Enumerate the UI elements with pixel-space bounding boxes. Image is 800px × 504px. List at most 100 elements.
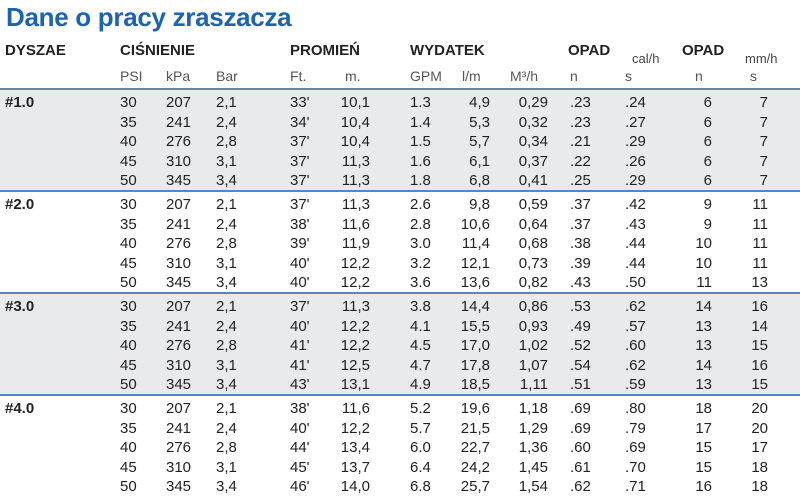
- table-cell: 4,9: [469, 94, 490, 111]
- table-cell: 2,8: [216, 337, 237, 355]
- table-cell: 11: [752, 215, 768, 233]
- table-cell: .80: [625, 400, 646, 417]
- table-cell: 2,8: [216, 439, 237, 457]
- table-cell: 24,2: [460, 458, 490, 476]
- group-label: #3.0: [5, 298, 35, 315]
- table-cell: 345: [166, 172, 192, 190]
- header-cell: n: [695, 68, 703, 84]
- header-cell: PROMIEŃ: [290, 42, 361, 59]
- table-cell: 35: [120, 419, 137, 437]
- table-cell: .69: [570, 419, 591, 437]
- table-cell: 241: [166, 317, 192, 335]
- table-cell: 11,3: [341, 196, 370, 213]
- table-cell: 45': [290, 458, 310, 476]
- table-cell: 1.3: [410, 94, 431, 111]
- header-cell: l/m: [462, 68, 481, 84]
- table-cell: 6,1: [469, 152, 490, 170]
- table-cell: 30: [120, 196, 137, 213]
- table-cell: .42: [625, 196, 646, 213]
- separator: [0, 190, 800, 192]
- table-cell: 35: [120, 113, 137, 131]
- table-cell: 2,8: [216, 133, 237, 151]
- table-cell: .29: [625, 133, 646, 151]
- header-cell: mm/h: [745, 51, 778, 66]
- table-cell: 7: [759, 152, 768, 170]
- table-cell: .62: [625, 298, 646, 315]
- table-cell: 6: [703, 133, 712, 151]
- table-cell: 50: [120, 274, 137, 292]
- table-cell: 33': [290, 94, 310, 111]
- table-cell: .26: [625, 152, 646, 170]
- table-cell: 0,41: [518, 172, 548, 190]
- table-cell: 20: [751, 419, 768, 437]
- table-cell: 241: [166, 113, 192, 131]
- table-cell: .49: [570, 317, 591, 335]
- table-cell: 40': [290, 419, 310, 437]
- table-cell: 12,2: [340, 274, 370, 292]
- table-cell: 241: [166, 215, 192, 233]
- table-cell: 38': [290, 215, 310, 233]
- table-cell: 11,3: [341, 172, 370, 190]
- table-cell: 1.4: [410, 113, 431, 131]
- table-cell: .54: [570, 356, 591, 374]
- table-cell: 2,1: [216, 298, 237, 315]
- group-label: #2.0: [5, 196, 35, 213]
- table-cell: 0,34: [518, 133, 548, 151]
- table-cell: .22: [570, 152, 591, 170]
- table-cell: 16: [751, 356, 768, 374]
- table-cell: 3.2: [410, 254, 431, 272]
- table-cell: 345: [166, 376, 192, 394]
- table-cell: 11,6: [341, 215, 370, 233]
- table-cell: 18: [695, 400, 712, 417]
- header-cell: n: [570, 68, 578, 84]
- table-cell: .69: [570, 400, 591, 417]
- table-cell: .44: [625, 254, 646, 272]
- table-cell: 11: [696, 274, 712, 292]
- table-cell: 12,2: [340, 317, 370, 335]
- table-cell: 3.6: [410, 274, 431, 292]
- table-cell: 16: [751, 298, 768, 315]
- header-cell: DYSZAE: [5, 42, 66, 59]
- table-cell: 1.8: [410, 172, 431, 190]
- table-cell: 11,9: [341, 235, 370, 253]
- table-cell: 50: [120, 478, 137, 496]
- table-cell: 3,4: [216, 274, 237, 292]
- table-cell: .69: [625, 439, 646, 457]
- table-cell: 6: [703, 113, 712, 131]
- table-cell: 14: [751, 317, 768, 335]
- table-cell: 207: [166, 196, 192, 213]
- table-cell: 39': [290, 235, 310, 253]
- table-cell: 2,1: [216, 196, 237, 213]
- table-cell: 3,4: [216, 478, 237, 496]
- header-cell: OPAD: [568, 42, 611, 59]
- table-cell: 37': [290, 133, 310, 151]
- group-label: #4.0: [5, 400, 35, 417]
- table-cell: 46': [290, 478, 310, 496]
- table-cell: 1,45: [518, 458, 548, 476]
- table-cell: .27: [625, 113, 646, 131]
- table-cell: 45: [120, 254, 137, 272]
- table-cell: 2,1: [216, 94, 237, 111]
- table-cell: 41': [290, 337, 310, 355]
- table-cell: 19,6: [460, 400, 490, 417]
- table-cell: .79: [625, 419, 646, 437]
- table-cell: 15,5: [460, 317, 490, 335]
- table-cell: 6,8: [469, 172, 490, 190]
- table-cell: 50: [120, 172, 137, 190]
- separator: [0, 394, 800, 396]
- table-cell: .43: [625, 215, 646, 233]
- table-cell: 276: [166, 235, 192, 253]
- table-cell: 0,93: [518, 317, 548, 335]
- table-cell: 310: [166, 152, 192, 170]
- table-cell: 207: [166, 94, 192, 111]
- table-cell: 15: [751, 376, 768, 394]
- table-cell: 45: [120, 458, 137, 476]
- table-cell: 3,1: [216, 458, 237, 476]
- table-cell: 3.8: [410, 298, 431, 315]
- table-cell: 4.1: [410, 317, 431, 335]
- table-cell: 6: [703, 152, 712, 170]
- table-cell: 6.8: [410, 478, 431, 496]
- table-cell: 18,5: [460, 376, 490, 394]
- header-cell: Bar: [216, 68, 238, 84]
- table-cell: 1,54: [518, 478, 548, 496]
